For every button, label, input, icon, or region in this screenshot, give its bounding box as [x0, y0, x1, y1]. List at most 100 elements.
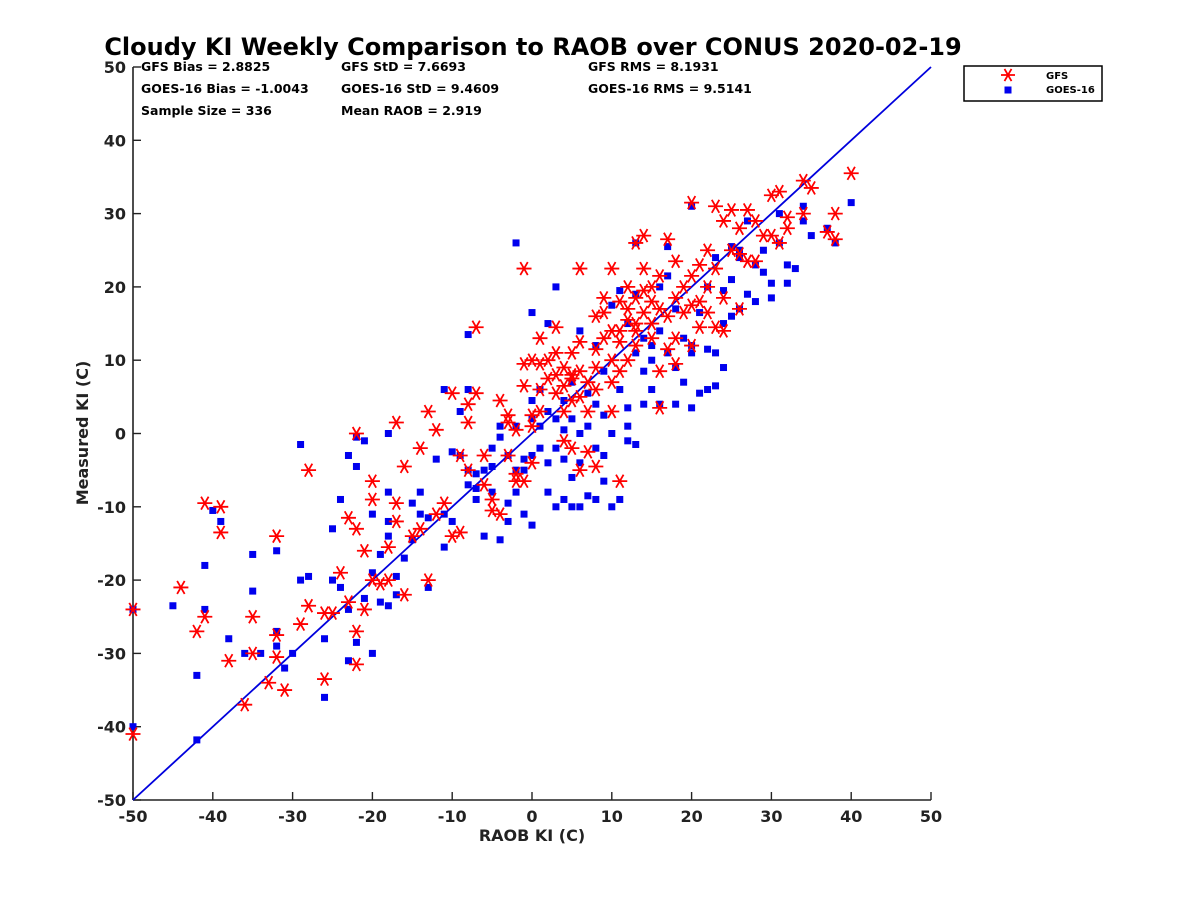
goes16-point	[384, 517, 392, 525]
goes16-point	[329, 576, 336, 584]
gfs-point	[636, 305, 652, 320]
legend-gfs-label: GFS	[1046, 71, 1068, 82]
gfs-point	[412, 441, 428, 456]
stat-goes-rms: GOES-16 RMS = 9.5141	[588, 81, 752, 96]
goes16-point	[680, 334, 688, 342]
x-tick-label: 20	[680, 807, 702, 826]
gfs-point	[676, 279, 692, 294]
gfs-point	[572, 334, 588, 349]
gfs-point	[644, 279, 660, 294]
gfs-point	[412, 521, 428, 536]
x-tick-label: 10	[601, 807, 623, 826]
goes16-point	[201, 605, 209, 613]
goes16-point	[344, 451, 352, 459]
goes16-point	[584, 422, 592, 430]
goes16-point	[584, 492, 592, 500]
gfs-point	[612, 323, 628, 338]
goes16-point	[696, 309, 704, 317]
gfs-point	[356, 602, 372, 617]
gfs-point	[604, 353, 620, 368]
goes16-point	[720, 287, 728, 295]
goes16-point	[608, 430, 616, 437]
goes16-point	[552, 444, 560, 452]
goes16-point	[472, 495, 480, 503]
goes16-point	[321, 635, 329, 643]
gfs-point	[460, 397, 476, 412]
goes16-point	[672, 400, 680, 408]
goes16-point	[488, 488, 496, 496]
gfs-point	[771, 184, 787, 199]
reference-line-group	[132, 66, 932, 801]
gfs-point	[716, 323, 732, 338]
gfs-point	[125, 727, 141, 741]
goes16-point	[368, 649, 376, 657]
gfs-point	[843, 166, 859, 181]
gfs-point	[237, 697, 253, 712]
goes16-point	[408, 499, 416, 507]
goes16-point	[799, 217, 807, 225]
goes16-point	[504, 499, 512, 507]
gfs-point	[516, 474, 532, 489]
gfs-point	[388, 415, 404, 430]
goes16-point	[568, 503, 576, 511]
y-tick-label: -50	[97, 791, 126, 810]
goes16-point	[416, 510, 424, 518]
gfs-point	[580, 375, 596, 390]
goes16-point	[592, 444, 600, 452]
y-tick-label: 50	[104, 58, 126, 77]
gfs-point	[827, 206, 843, 221]
gfs-point	[348, 426, 364, 441]
goes16-point	[672, 305, 680, 313]
legend: GFS GOES-16	[963, 65, 1103, 102]
one-to-one-line	[132, 66, 932, 801]
gfs-point	[652, 400, 668, 415]
goes16-point	[336, 495, 344, 503]
goes16-point	[520, 466, 528, 474]
gfs-point	[452, 525, 468, 540]
gfs-point	[269, 628, 285, 643]
goes16-point	[528, 397, 536, 405]
x-tick-label: 50	[920, 807, 942, 826]
gfs-point	[556, 378, 572, 393]
y-tick-label: 20	[104, 278, 126, 297]
goes16-point	[696, 389, 704, 397]
goes16-point	[472, 484, 480, 492]
x-axis-label: RAOB KI (C)	[479, 826, 585, 845]
x-tick-label: -50	[119, 807, 148, 826]
goes16-point	[728, 243, 735, 251]
y-tick-label: 10	[104, 351, 126, 370]
gfs-point	[221, 653, 237, 668]
goes16-point	[608, 301, 616, 309]
gfs-point	[277, 683, 293, 697]
gfs-point	[763, 228, 779, 243]
goes16-point	[544, 320, 552, 328]
gfs-point	[388, 514, 404, 529]
goes16-point	[560, 455, 568, 463]
goes16-point	[544, 459, 552, 467]
goes16-point	[496, 433, 504, 441]
goes16-point	[616, 287, 624, 295]
gfs-point	[684, 338, 700, 353]
gfs-point	[484, 492, 500, 507]
gfs-point	[612, 294, 628, 309]
gfs-point	[636, 228, 652, 243]
goes16-point	[552, 415, 560, 423]
axes: -50 -40 -30 -20 -10 0 10 20 30 40 50 -50 -40 -30 -20 -1…	[97, 58, 942, 826]
gfs-point	[692, 320, 708, 335]
goes16-point	[775, 210, 783, 218]
x-tick-label: 30	[760, 807, 782, 826]
goes16-point	[600, 477, 608, 485]
legend-goes-marker	[1004, 86, 1012, 94]
goes16-point	[576, 503, 584, 511]
gfs-point	[620, 301, 636, 316]
gfs-point	[644, 316, 660, 331]
goes16-point	[560, 426, 568, 434]
stat-goes-std: GOES-16 StD = 9.4609	[341, 81, 499, 96]
gfs-point	[588, 342, 604, 357]
goes16-point	[129, 723, 137, 731]
gfs-point	[396, 587, 412, 602]
x-tick-label: -40	[198, 807, 227, 826]
gfs-point	[532, 404, 548, 419]
gfs-point	[245, 646, 261, 661]
legend-gfs-asterisk	[1001, 68, 1015, 82]
